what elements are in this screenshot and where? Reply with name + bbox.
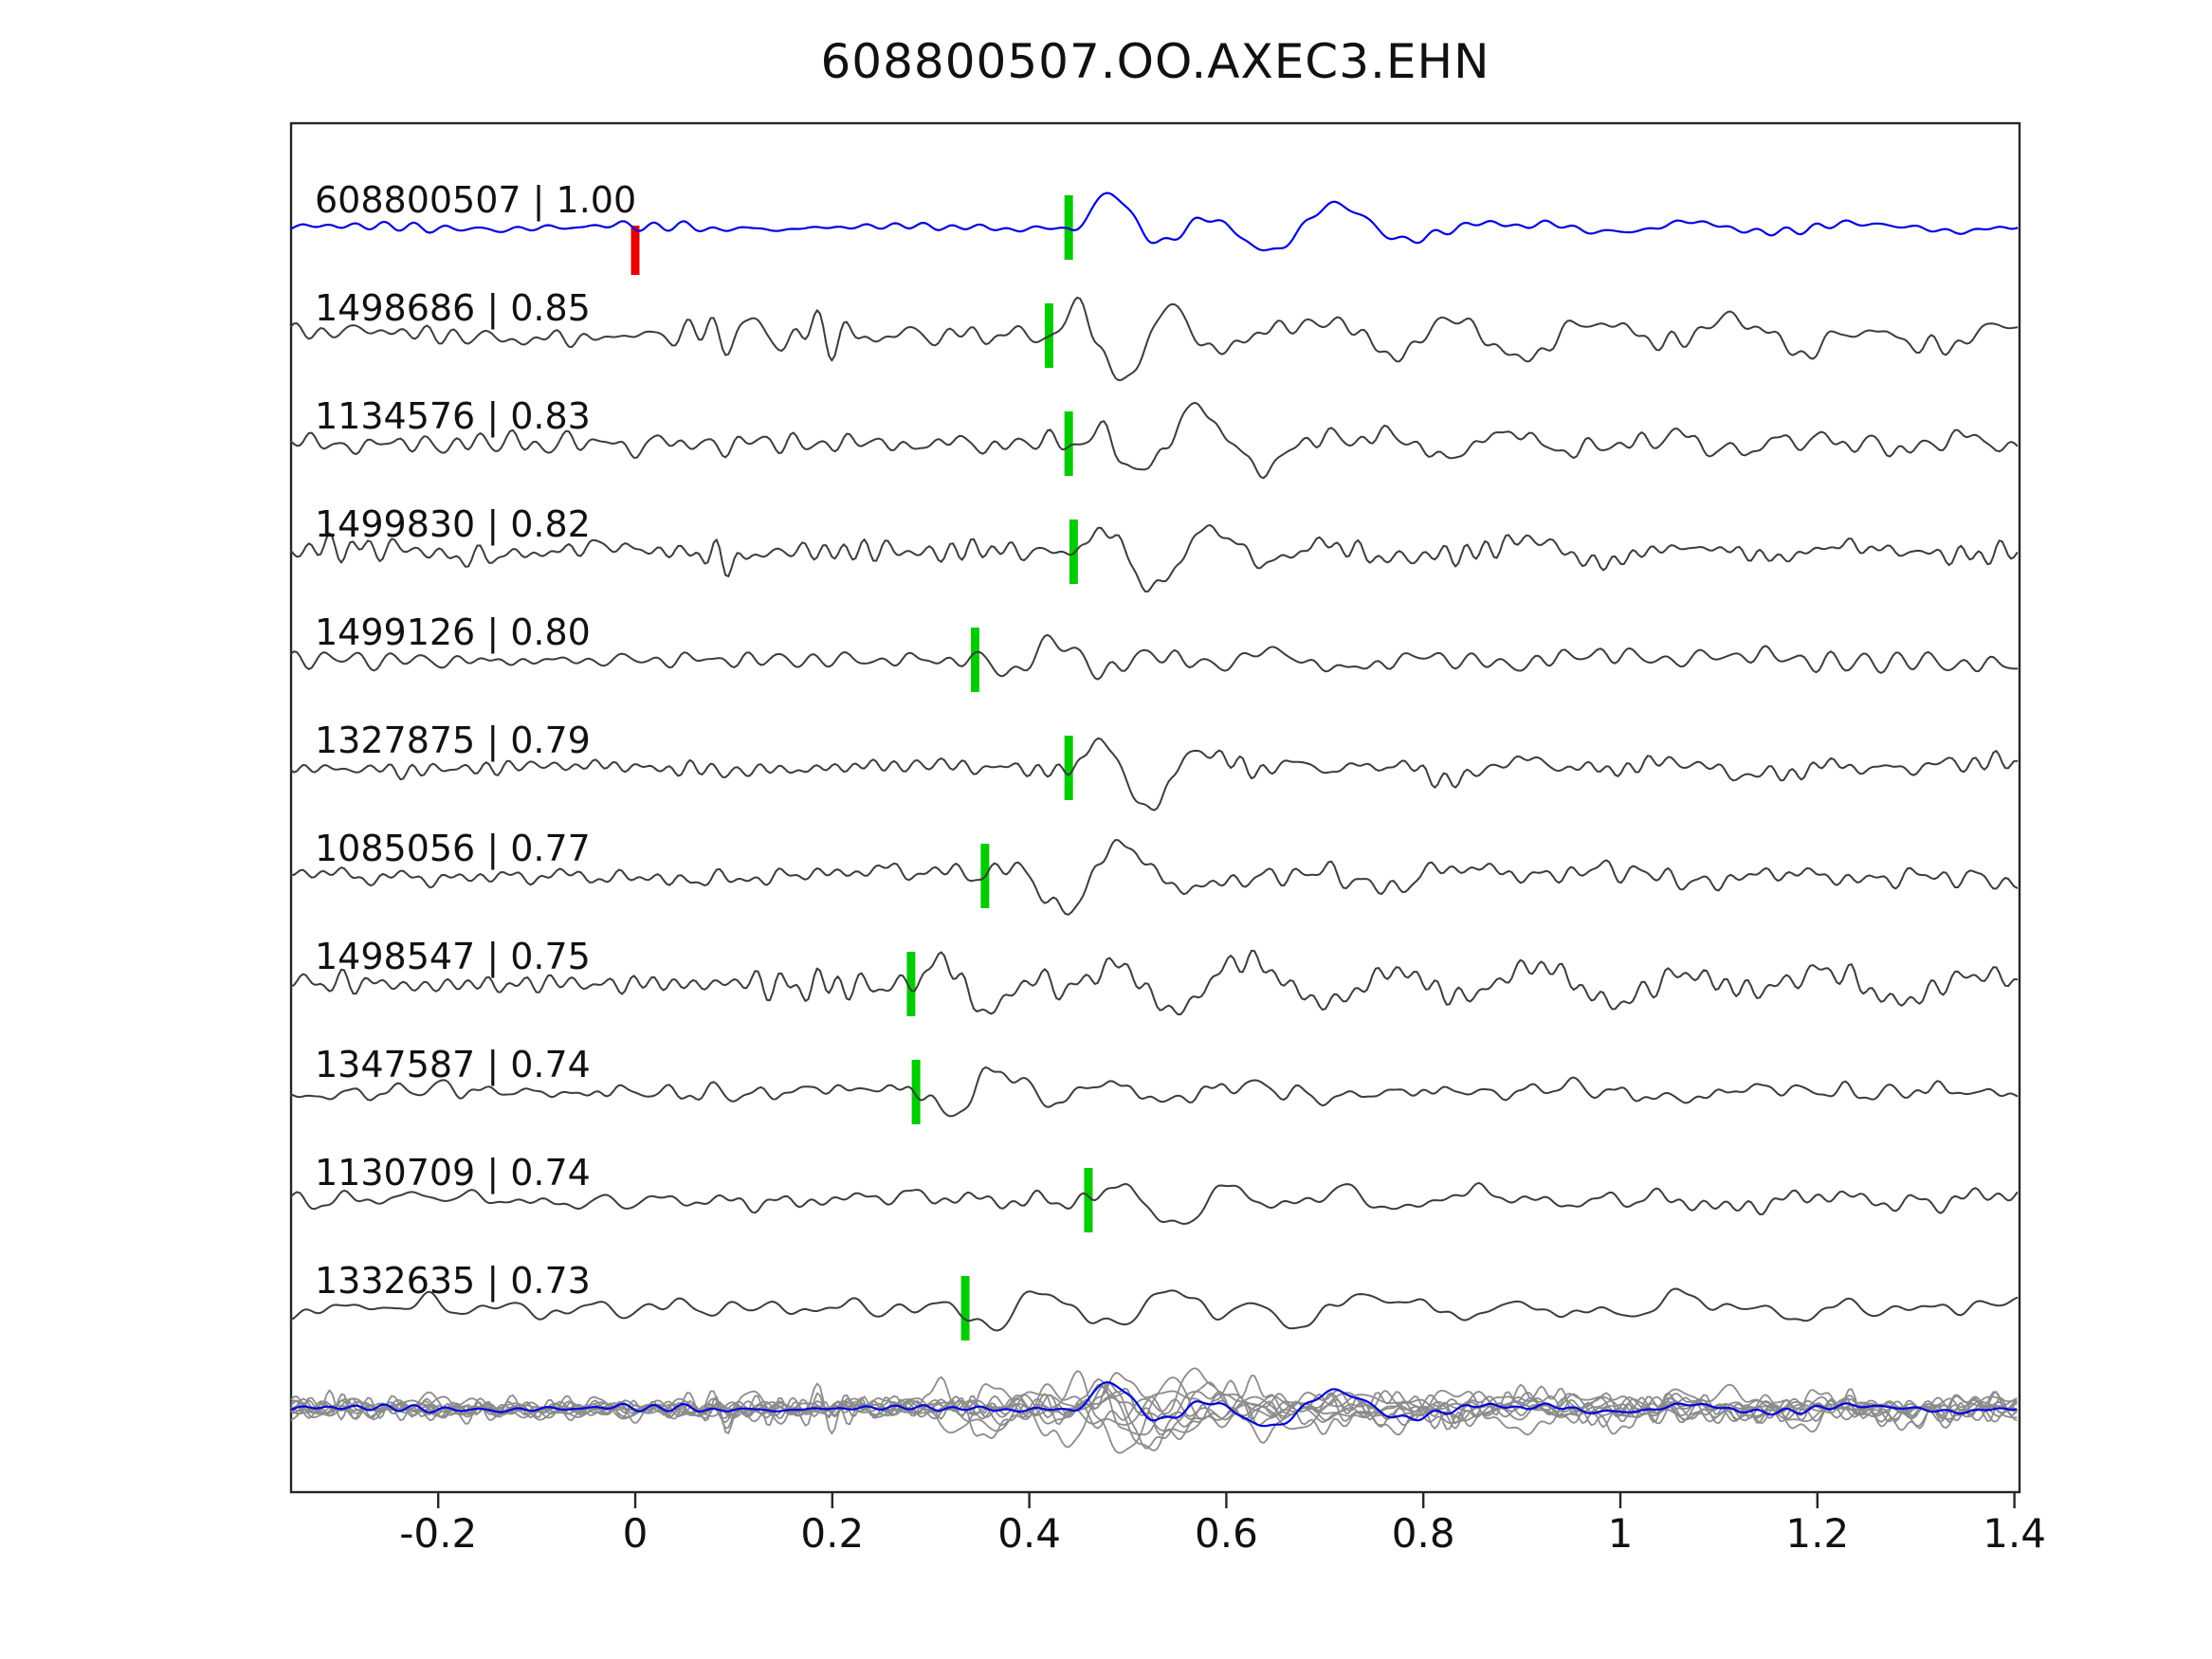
pick-marker xyxy=(960,1276,970,1340)
trace-label: 1332635 | 0.73 xyxy=(315,1260,591,1303)
plot-frame xyxy=(289,121,2021,1494)
detection-waveform xyxy=(290,737,2019,811)
pick-marker xyxy=(1084,1168,1093,1232)
stack-detection-waveform xyxy=(290,1391,2019,1433)
trace-label: 1347587 | 0.74 xyxy=(315,1044,591,1086)
pick-marker xyxy=(970,628,979,692)
template-pick-marker xyxy=(631,226,640,275)
trace-label: 1327875 | 0.79 xyxy=(315,720,591,762)
x-axis-tick-label: 0 xyxy=(623,1510,649,1557)
detection-waveform xyxy=(290,1287,2019,1332)
pick-marker xyxy=(1064,411,1073,476)
pick-marker xyxy=(906,952,916,1016)
pick-marker xyxy=(1069,520,1078,584)
detection-waveform xyxy=(290,633,2019,681)
trace-label: 1130709 | 0.74 xyxy=(315,1152,591,1194)
stack-detection-waveform xyxy=(290,1378,2018,1452)
x-axis-tick-label: 0.4 xyxy=(997,1510,1061,1557)
detection-waveform xyxy=(290,1066,2019,1118)
x-axis-tick-label: 1.2 xyxy=(1785,1510,1849,1557)
x-axis-tick-label: 0.2 xyxy=(800,1510,864,1557)
detection-waveform xyxy=(290,839,2019,916)
x-axis-tick-label: 1.4 xyxy=(1983,1510,2046,1557)
reference-waveform xyxy=(289,191,2019,252)
detection-waveform xyxy=(290,524,2019,592)
detection-waveform xyxy=(290,296,2019,382)
pick-marker xyxy=(1064,736,1073,800)
stack-reference-waveform xyxy=(290,1381,2018,1428)
x-axis-tick-label: 1 xyxy=(1608,1510,1634,1557)
trace-label: 1134576 | 0.83 xyxy=(315,395,591,438)
pick-marker xyxy=(911,1060,921,1124)
chart-title: 608800507.OO.AXEC3.EHN xyxy=(820,34,1490,89)
detection-waveform xyxy=(290,401,2019,480)
x-axis-tick-label: -0.2 xyxy=(399,1510,477,1557)
x-axis-tick-label: 0.6 xyxy=(1195,1510,1258,1557)
detection-waveform xyxy=(290,949,2019,1016)
trace-label: 1498547 | 0.75 xyxy=(315,936,591,978)
trace-label: 1499830 | 0.82 xyxy=(315,503,591,546)
trace-label: 1085056 | 0.77 xyxy=(315,828,591,870)
x-axis-tick-label: 0.8 xyxy=(1392,1510,1455,1557)
trace-label: 608800507 | 1.00 xyxy=(315,179,636,222)
detection-waveform xyxy=(290,1181,2019,1225)
trace-label: 1499126 | 0.80 xyxy=(315,611,591,654)
trace-label: 1498686 | 0.85 xyxy=(315,287,591,330)
